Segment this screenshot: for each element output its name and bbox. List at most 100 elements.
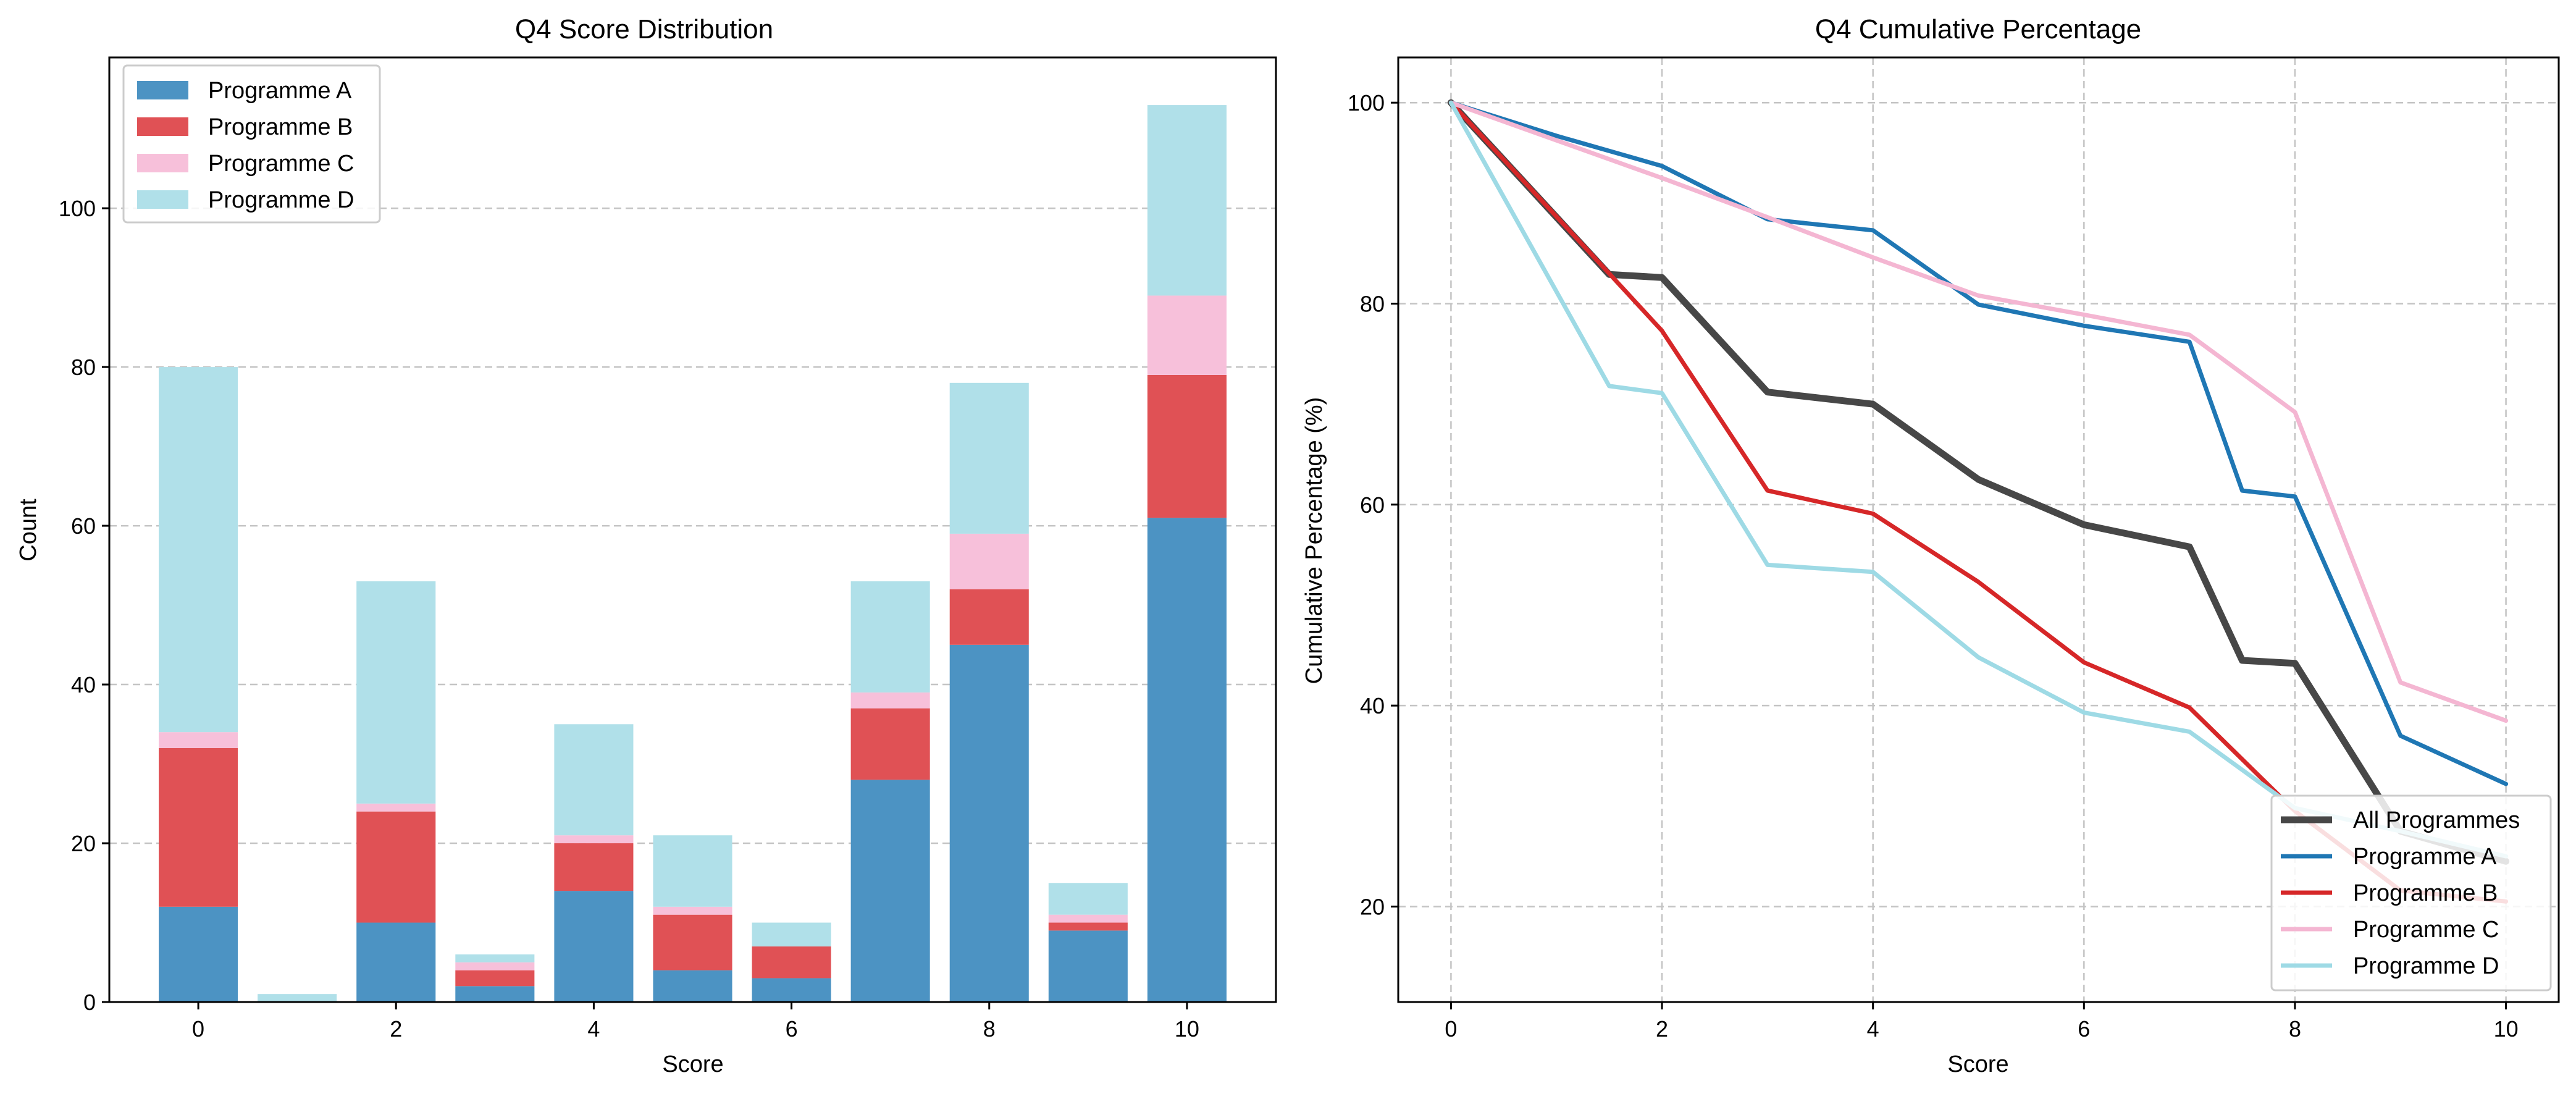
y-axis-label: Count xyxy=(15,499,41,562)
bar-segment xyxy=(455,986,535,1002)
bar-segment xyxy=(356,922,436,1002)
legend-label: Programme A xyxy=(208,78,352,104)
plot-frame xyxy=(1397,56,2560,1003)
x-tick-label: 0 xyxy=(1445,1016,1457,1042)
series-line xyxy=(1448,100,2509,723)
chart-title: Q4 Cumulative Percentage xyxy=(1815,14,2141,44)
x-tick-label: 6 xyxy=(786,1016,798,1042)
x-tick-label: 2 xyxy=(390,1016,402,1042)
legend-swatch xyxy=(137,117,188,136)
bar-segment xyxy=(1048,930,1128,1002)
bar-segment xyxy=(850,692,930,709)
y-tick-label: 20 xyxy=(71,831,96,856)
legend-label: Programme B xyxy=(208,114,353,140)
legend-frame xyxy=(122,64,381,224)
legend-label: Programme D xyxy=(208,187,355,213)
bar-segment xyxy=(1147,105,1227,296)
x-tick-label: 4 xyxy=(1867,1016,1879,1042)
bar-segment xyxy=(653,970,732,1002)
legend-label: Programme C xyxy=(208,151,355,177)
legend-label: All Programmes xyxy=(2353,807,2520,833)
x-tick-label: 6 xyxy=(2078,1016,2090,1042)
bar-segment xyxy=(653,835,732,907)
bar-segment xyxy=(159,732,238,748)
legend-label: Programme D xyxy=(2353,953,2499,979)
bar-segment xyxy=(850,780,930,1002)
score-distribution-chart: Q4 Score Distribution 0 2 4 6 8 1002040608010… xyxy=(15,14,1277,1077)
legend-items: All Programmes Programme A Programme B Prog… xyxy=(2281,807,2520,979)
x-tick-label: 10 xyxy=(1175,1016,1199,1042)
bar-segment xyxy=(949,382,1029,534)
bar-segment xyxy=(653,914,732,971)
bar-segment xyxy=(356,581,436,804)
bar-segment xyxy=(1048,914,1128,923)
bar-segment xyxy=(455,970,535,987)
bar-segment xyxy=(1147,518,1227,1002)
y-tick-label: 80 xyxy=(71,355,96,380)
x-axis-label: Score xyxy=(662,1051,723,1077)
legend: All Programmes Programme A Programme B Prog… xyxy=(2270,794,2552,992)
legend-swatch xyxy=(137,154,188,172)
y-tick-label: 100 xyxy=(1348,90,1385,116)
y-tick-label: 40 xyxy=(1360,693,1385,718)
legend: Programme A Programme B Programme C Program… xyxy=(122,64,381,224)
legend-items: Programme A Programme B Programme C Program… xyxy=(137,78,355,213)
bar-segment xyxy=(752,922,831,947)
bar-segment xyxy=(258,994,337,1002)
bar-segment xyxy=(159,906,238,1002)
bars xyxy=(159,105,1227,1002)
x-tick-label: 4 xyxy=(587,1016,600,1042)
bar-segment xyxy=(1048,883,1128,915)
legend-label: Programme C xyxy=(2353,917,2499,943)
bar-segment xyxy=(356,811,436,923)
x-tick-label: 10 xyxy=(2494,1016,2519,1042)
bar-segment xyxy=(1147,374,1227,518)
bar-segment xyxy=(1048,922,1128,931)
y-tick-label: 80 xyxy=(1360,292,1385,317)
bar-segment xyxy=(1147,295,1227,375)
y-tick-label: 20 xyxy=(1360,894,1385,919)
legend-label: Programme B xyxy=(2353,880,2498,906)
y-tick-label: 0 xyxy=(83,990,96,1015)
series-line xyxy=(1448,100,2509,786)
y-axis-label: Cumulative Percentage (%) xyxy=(1301,397,1327,684)
cumulative-percentage-chart: Q4 Cumulative Percentage 0 2 4 6 8 10 20 40 60 80… xyxy=(1301,14,2560,1077)
x-tick-label: 8 xyxy=(983,1016,996,1042)
plot-frame xyxy=(108,56,1277,1003)
y-tick-label: 60 xyxy=(1360,492,1385,518)
bar-segment xyxy=(949,644,1029,1002)
bar-segment xyxy=(752,946,831,979)
chart-title: Q4 Score Distribution xyxy=(515,14,773,44)
legend-swatch xyxy=(137,81,188,99)
x-tick-label: 2 xyxy=(1656,1016,1668,1042)
legend-swatch xyxy=(137,190,188,209)
bar-segment xyxy=(455,962,535,971)
legend-label: Programme A xyxy=(2353,844,2497,870)
x-tick-label: 8 xyxy=(2289,1016,2301,1042)
y-tick-label: 40 xyxy=(71,672,96,697)
bar-segment xyxy=(356,803,436,812)
y-tick-label: 100 xyxy=(59,196,96,221)
y-tick-label: 60 xyxy=(71,513,96,539)
bar-segment xyxy=(850,708,930,780)
legend-frame xyxy=(2270,794,2552,992)
bar-segment xyxy=(554,843,634,891)
bar-segment xyxy=(159,747,238,907)
ticks: 0 2 4 6 8 10 20 40 60 80 100 xyxy=(1348,90,2519,1042)
bar-segment xyxy=(554,835,634,844)
bar-segment xyxy=(949,589,1029,645)
bar-segment xyxy=(159,367,238,733)
bar-segment xyxy=(949,533,1029,589)
bar-segment xyxy=(850,581,930,693)
bar-segment xyxy=(554,724,634,836)
x-tick-label: 0 xyxy=(192,1016,204,1042)
series-line xyxy=(1447,99,2510,865)
bar-segment xyxy=(554,891,634,1002)
bar-segment xyxy=(455,954,535,962)
x-axis-label: Score xyxy=(1947,1051,2008,1077)
bar-segment xyxy=(752,978,831,1002)
bar-segment xyxy=(653,906,732,915)
